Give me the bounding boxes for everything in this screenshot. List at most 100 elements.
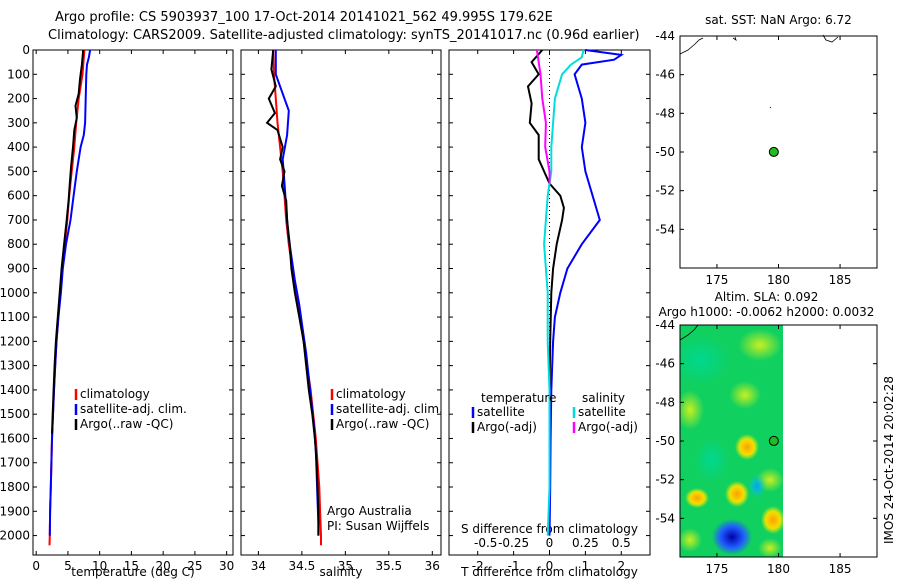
series-line xyxy=(48,49,92,536)
x-tick-label: 34 xyxy=(251,559,266,573)
y-tick-label: -48 xyxy=(655,106,675,120)
legend-label: Argo(-adj) xyxy=(578,420,638,434)
x-tick-label: 175 xyxy=(705,273,728,287)
y-tick-label: 500 xyxy=(7,164,30,178)
x-tick-label: 185 xyxy=(829,273,852,287)
map-title: sat. SST: NaN Argo: 6.72 xyxy=(705,13,852,27)
difference-panel: -2 -1 0 1 2T difference from climatology -0.5… xyxy=(448,49,651,579)
y-tick-label: -50 xyxy=(655,434,675,448)
x-tick-label: 35 xyxy=(338,559,353,573)
series-line xyxy=(526,49,565,390)
y-tick-label: 700 xyxy=(7,213,30,227)
x-tick-label: 180 xyxy=(767,273,790,287)
y-tick-label: -46 xyxy=(655,68,675,82)
legend-label: satellite xyxy=(477,405,525,419)
y-tick-label: -46 xyxy=(655,357,675,371)
x-tick-label: 15 xyxy=(124,559,139,573)
s-tick-label: -0.5 xyxy=(474,536,497,550)
x-axis-label: salinity xyxy=(319,565,362,579)
series-line xyxy=(265,49,320,536)
x-tick-label: 1 xyxy=(582,559,590,573)
series-line xyxy=(51,49,85,434)
y-tick-label: -52 xyxy=(655,473,675,487)
y-tick-label: 100 xyxy=(7,67,30,81)
y-tick-label: 1500 xyxy=(0,407,30,421)
y-tick-label: 1700 xyxy=(0,456,30,470)
map-subtitle: Argo h1000: -0.0062 h2000: 0.0032 xyxy=(659,305,875,319)
y-tick-label: 1800 xyxy=(0,480,30,494)
y-tick-label: 900 xyxy=(7,262,30,276)
y-tick-label: 1000 xyxy=(0,286,30,300)
annotation: Argo Australia xyxy=(327,504,412,518)
x-tick-label: 180 xyxy=(767,562,790,576)
coastline xyxy=(679,324,699,341)
legend-label: climatology xyxy=(336,387,406,401)
y-tick-label: 1600 xyxy=(0,431,30,445)
x-tick-label: 35.5 xyxy=(375,559,402,573)
y-tick-label: 1200 xyxy=(0,334,30,348)
legend-label: satellite xyxy=(578,405,626,419)
x-tick-label: 30 xyxy=(219,559,234,573)
y-tick-label: 1300 xyxy=(0,359,30,373)
x-tick-label: -1 xyxy=(508,559,520,573)
sst-map: 175 180 185 -44 -46 -48 -50 -52 -54 sat. SST: NaN… xyxy=(655,13,878,287)
x-tick-label: 175 xyxy=(705,562,728,576)
s-tick-label: 0.5 xyxy=(612,536,631,550)
legend-title: salinity xyxy=(582,391,625,405)
float-marker xyxy=(768,146,779,157)
s-tick-label: 0 xyxy=(546,536,554,550)
x-tick-label: 25 xyxy=(187,559,202,573)
x-tick-label: 36 xyxy=(425,559,440,573)
sla-field xyxy=(680,325,783,557)
coastline xyxy=(769,106,772,109)
climatology-title: Climatology: CARS2009. Satellite-adjuste… xyxy=(48,28,640,43)
legend-label: Argo(..raw -QC) xyxy=(336,417,429,431)
annotation: PI: Susan Wijffels xyxy=(327,519,429,533)
y-tick-label: -52 xyxy=(655,184,675,198)
x-tick-label: 2 xyxy=(617,559,625,573)
y-tick-label: -50 xyxy=(655,145,675,159)
x-tick-label: 0 xyxy=(546,559,554,573)
y-tick-label: 1900 xyxy=(0,504,30,518)
s-tick-label: -0.25 xyxy=(498,536,529,550)
legend-label: Argo(..raw -QC) xyxy=(80,417,173,431)
x-axis-label: temperature (deg C) xyxy=(71,565,194,579)
y-tick-label: 1400 xyxy=(0,383,30,397)
y-tick-label: -54 xyxy=(655,222,675,236)
y-tick-label: 400 xyxy=(7,140,30,154)
coastline xyxy=(679,34,839,55)
x-tick-label: 10 xyxy=(92,559,107,573)
y-tick-label: -44 xyxy=(655,318,675,332)
s-tick-label: 0.25 xyxy=(572,536,599,550)
x-tick-label: 5 xyxy=(64,559,72,573)
plot-frame xyxy=(240,49,442,556)
temperature-panel: 0 5 10 15 20 25 30 temperature (deg C) 0 100 200 30… xyxy=(0,43,234,579)
y-tick-label: 1100 xyxy=(0,310,30,324)
series-line xyxy=(535,49,551,184)
series-line xyxy=(543,49,585,536)
y-tick-label: 200 xyxy=(7,92,30,106)
y-tick-label: -44 xyxy=(655,29,675,43)
x-tick-label: 185 xyxy=(829,562,852,576)
series-line xyxy=(548,49,625,536)
legend-label: satellite-adj. clim. xyxy=(80,402,187,416)
legend-label: Argo(-adj) xyxy=(477,420,537,434)
x-tick-label: -2 xyxy=(472,559,484,573)
map-title: Altim. SLA: 0.092 xyxy=(715,290,819,304)
x-tick-label: 0 xyxy=(32,559,40,573)
float-marker xyxy=(768,435,779,446)
legend-label: satellite-adj. clim. xyxy=(336,402,443,416)
plot-frame xyxy=(32,49,234,556)
y-tick-label: 800 xyxy=(7,237,30,251)
x-tick-label: 34.5 xyxy=(289,559,316,573)
y-tick-label: 300 xyxy=(7,116,30,130)
sla-map: 175 180 185 -44 -46 -48 -50 -52 -54 Altim. SLA: 0… xyxy=(655,290,878,576)
salinity-panel: 34 34.5 35 35.5 36 salinity climatologysatelli… xyxy=(240,49,443,579)
profile-title: Argo profile: CS 5903937_100 17-Oct-2014… xyxy=(55,10,553,25)
y-tick-label: -54 xyxy=(655,511,675,525)
watermark: IMOS 24-Oct-2014 20:02:28 xyxy=(882,376,896,544)
legend-label: climatology xyxy=(80,387,150,401)
x-tick-label: 20 xyxy=(156,559,171,573)
legend-title: temperature xyxy=(481,391,556,405)
